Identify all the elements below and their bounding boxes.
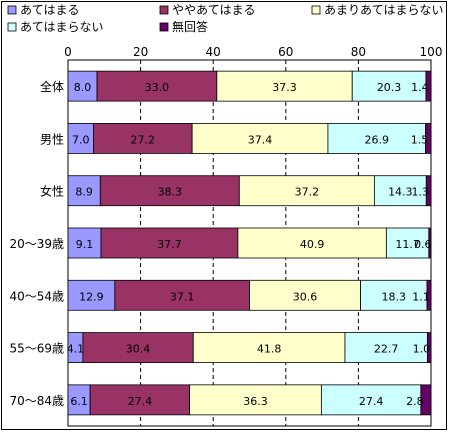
bar-1-5	[67, 279, 116, 311]
bar-4-7	[320, 384, 422, 416]
bar-4-2	[327, 123, 426, 154]
bar-1-2	[67, 123, 94, 154]
legend-swatch-5	[159, 22, 169, 32]
legend-label-4: あてはまらない	[20, 20, 104, 34]
x-tick-label-60: 60	[278, 45, 293, 59]
bar-2-7	[89, 384, 191, 416]
bar-3-1	[216, 70, 353, 102]
data-label-1-7: 6.1	[70, 395, 88, 408]
data-label-2-3: 38.3	[158, 186, 183, 199]
x-tick-label-0: 0	[64, 45, 72, 59]
category-label-5: 40～54歳	[9, 289, 64, 303]
category-label-2: 男性	[40, 132, 64, 146]
data-label-1-3: 8.9	[75, 186, 93, 199]
bar-5-6	[426, 332, 432, 363]
bar-5-7	[420, 384, 432, 416]
bar-2-3	[99, 175, 240, 207]
data-label-1-1: 8.0	[74, 81, 92, 94]
bar-2-1	[96, 70, 218, 102]
category-label-6: 55～69歳	[9, 342, 64, 356]
x-tick-label-20: 20	[133, 45, 148, 59]
bar-2-6	[82, 332, 194, 363]
data-label-3-6: 41.8	[257, 343, 282, 356]
data-label-1-6: 4.1	[67, 343, 85, 356]
data-label-2-1: 33.0	[145, 81, 170, 94]
data-label-2-2: 27.2	[131, 133, 156, 146]
data-label-5-7: 2.8	[406, 395, 424, 408]
bar-4-1	[351, 70, 427, 102]
data-label-4-3: 14.3	[388, 186, 413, 199]
category-label-3: 女性	[40, 184, 64, 199]
bar-1-1	[67, 70, 98, 102]
category-label-4: 20～39歳	[9, 237, 64, 251]
data-label-2-7: 27.4	[128, 395, 153, 408]
bar-3-2	[191, 123, 329, 154]
data-label-4-6: 22.7	[374, 343, 399, 356]
x-tick-label-80: 80	[351, 45, 366, 59]
legend-label-2: ややあてはまる	[172, 3, 256, 17]
data-label-4-4: 11.7	[395, 238, 420, 251]
data-label-2-6: 30.4	[126, 343, 151, 356]
data-label-3-3: 37.2	[295, 186, 320, 199]
x-tick-label-100: 100	[420, 45, 443, 59]
data-label-4-2: 26.9	[364, 133, 389, 146]
bar-2-2	[93, 123, 193, 154]
data-label-3-5: 30.6	[293, 290, 318, 303]
data-label-5-1: 1.4	[411, 81, 429, 94]
data-label-1-4: 9.1	[76, 238, 94, 251]
bar-5-4	[428, 227, 432, 259]
data-label-3-4: 40.9	[300, 238, 325, 251]
data-label-5-2: 1.5	[411, 133, 429, 146]
bar-2-5	[114, 279, 250, 311]
bar-4-4	[385, 227, 430, 259]
data-label-5-3: 1.3	[412, 186, 430, 199]
bar-3-4	[237, 227, 387, 259]
category-label-1: 全体	[40, 79, 64, 94]
data-label-3-2: 37.4	[248, 133, 273, 146]
bar-3-6	[192, 332, 346, 363]
data-label-5-5: 1.1	[412, 290, 430, 303]
legend-label-3: あまりあてはまらない	[324, 3, 444, 17]
legend-label-5: 無回答	[172, 19, 208, 34]
bar-5-5	[426, 279, 432, 311]
data-label-5-4: 0.6	[414, 238, 432, 251]
data-label-4-7: 27.4	[359, 395, 384, 408]
bar-1-4	[67, 227, 102, 259]
legend-swatch-4	[7, 22, 17, 32]
data-label-2-4: 37.7	[157, 238, 182, 251]
category-label-7: 70～84歳	[9, 394, 64, 408]
x-tick-label-40: 40	[206, 45, 221, 59]
legend-swatch-2	[159, 5, 169, 15]
data-label-5-6: 1.0	[413, 343, 431, 356]
data-label-3-1: 37.3	[272, 81, 297, 94]
legend-label-1: あてはまる	[20, 3, 80, 17]
bar-3-3	[238, 175, 375, 207]
bar-1-3	[67, 175, 101, 207]
data-label-3-7: 36.3	[243, 395, 268, 408]
bar-4-3	[373, 175, 427, 207]
legend-swatch-1	[7, 5, 17, 15]
data-label-4-5: 18.3	[382, 290, 407, 303]
legend-swatch-3	[311, 5, 321, 15]
data-label-1-5: 12.9	[79, 290, 104, 303]
bar-2-4	[100, 227, 239, 259]
bar-3-5	[249, 279, 361, 311]
data-label-2-5: 37.1	[170, 290, 195, 303]
data-label-1-2: 7.0	[72, 133, 90, 146]
data-label-4-1: 20.3	[377, 81, 402, 94]
bar-5-1	[425, 70, 432, 102]
bar-5-3	[425, 175, 432, 207]
bar-4-6	[344, 332, 428, 363]
bar-5-2	[425, 123, 432, 154]
